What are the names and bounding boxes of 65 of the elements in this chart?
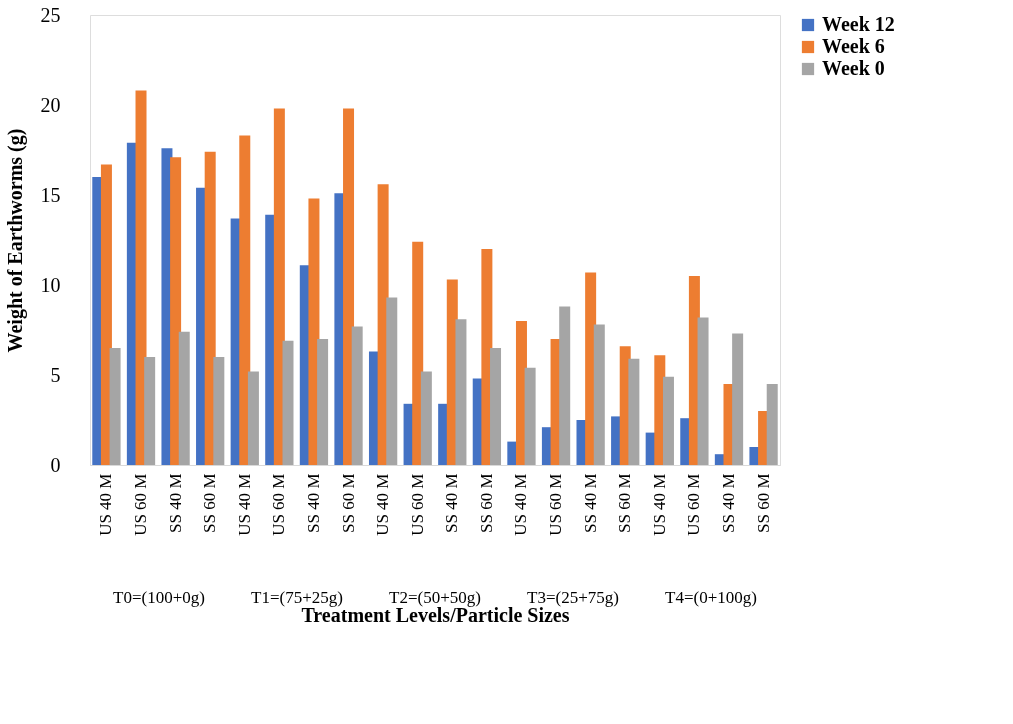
bar — [170, 157, 182, 465]
x-tick-label: SS 60 M — [476, 473, 496, 534]
bar — [559, 306, 571, 465]
x-tick-label: US 40 M — [96, 473, 116, 536]
bar — [273, 108, 285, 465]
bar — [204, 151, 216, 465]
x-tick-label: SS 40 M — [303, 473, 323, 534]
x-tick-label: US 40 M — [511, 473, 531, 536]
y-tick-label: 20 — [40, 93, 61, 116]
bar — [662, 376, 674, 465]
y-tick-label: 15 — [40, 183, 61, 206]
text: T3=(25+75g) — [527, 588, 619, 607]
bar — [308, 198, 320, 465]
y-axis-title: Weight of Earthworms (g) — [3, 128, 27, 353]
x-tick-label: SS 60 M — [200, 473, 220, 534]
legend-label: Week 0 — [822, 57, 885, 79]
x-tick-label: SS 40 M — [442, 473, 462, 534]
x-tick-label: US 60 M — [269, 473, 289, 536]
bar — [282, 340, 294, 465]
bar — [524, 367, 536, 465]
x-tick-label: US 40 M — [234, 473, 254, 536]
x-tick-label: US 60 M — [407, 473, 427, 536]
bar — [178, 331, 190, 465]
bar — [343, 108, 355, 465]
bar — [455, 319, 467, 465]
x-tick-label: US 60 M — [684, 473, 704, 536]
x-tick-label: SS 60 M — [338, 473, 358, 534]
x-tick-label: US 40 M — [373, 473, 393, 536]
bar — [317, 339, 329, 465]
x-tick-label: SS 60 M — [753, 473, 773, 534]
x-tick-label: US 40 M — [649, 473, 669, 536]
bar — [490, 348, 502, 465]
bar — [239, 135, 251, 465]
text: T4=(0+100g) — [665, 588, 757, 607]
text: T1=(75+25g) — [251, 588, 343, 607]
bar — [628, 358, 640, 465]
bar — [481, 249, 493, 465]
bar — [420, 371, 432, 465]
x-tick-label: SS 60 M — [615, 473, 635, 534]
bar — [144, 357, 156, 465]
y-tick-label: 25 — [40, 3, 61, 26]
bar — [109, 348, 121, 465]
x-tick-label: US 60 M — [131, 473, 151, 536]
x-tick-label: SS 40 M — [718, 473, 738, 534]
bar — [351, 326, 363, 465]
bar — [766, 384, 778, 465]
legend-label: Week 6 — [822, 35, 885, 57]
bar — [732, 333, 744, 465]
x-tick-label: US 60 M — [546, 473, 566, 536]
bar — [213, 357, 225, 465]
y-tick-label: 0 — [50, 453, 61, 476]
bar — [697, 317, 709, 465]
y-tick-label: 5 — [50, 363, 61, 386]
text: T2=(50+50g) — [389, 588, 481, 607]
x-tick-label: SS 40 M — [580, 473, 600, 534]
legend-label: Week 12 — [822, 13, 895, 35]
bar — [100, 164, 112, 465]
y-tick-label: 10 — [40, 273, 61, 296]
bar — [412, 241, 424, 465]
bar — [386, 297, 398, 465]
x-tick-label: SS 40 M — [165, 473, 185, 534]
bar — [593, 324, 605, 465]
text: T0=(100+0g) — [113, 588, 205, 607]
bar — [135, 90, 147, 465]
bar — [247, 371, 259, 465]
